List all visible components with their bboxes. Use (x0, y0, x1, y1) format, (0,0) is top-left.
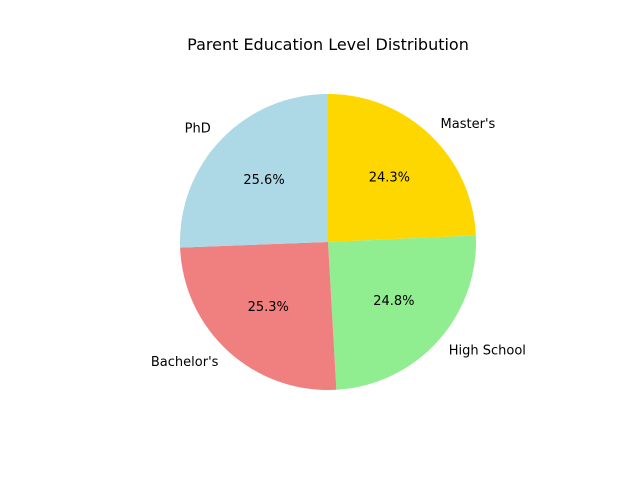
percent-label-master-s: 24.3% (369, 170, 410, 185)
category-label-master-s: Master's (441, 117, 496, 132)
pie-slice-high-school (328, 235, 476, 390)
category-label-bachelor-s: Bachelor's (151, 355, 219, 370)
chart-title: Parent Education Level Distribution (187, 35, 469, 54)
percent-label-high-school: 24.8% (373, 294, 414, 309)
percent-label-phd: 25.6% (243, 173, 284, 188)
category-label-phd: PhD (185, 122, 211, 137)
pie-slice-master-s (328, 94, 476, 242)
pie-slice-bachelor-s (180, 242, 337, 390)
pie-chart: 24.3% Master's 24.8% High School 25.3% Bachel… (151, 94, 526, 390)
percent-label-bachelor-s: 25.3% (248, 300, 289, 315)
category-label-high-school: High School (449, 344, 526, 359)
pie-slice-phd (180, 94, 328, 248)
